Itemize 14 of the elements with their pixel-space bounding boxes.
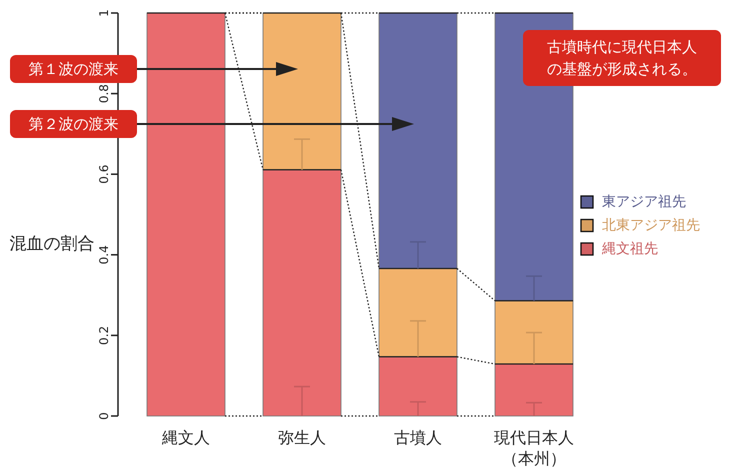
y-tick-label: 0: [97, 412, 111, 420]
x-tick-label: 縄文人: [161, 428, 210, 447]
y-tick-label: 0.4: [97, 245, 111, 264]
y-tick-label: 0.8: [97, 84, 111, 104]
legend: 東アジア祖先 北東アジア祖先 縄文祖先: [580, 194, 700, 257]
y-tick-label: 0.2: [97, 326, 111, 345]
annotation: 古墳時代に現代日本人の基盤が形成される。: [547, 38, 697, 78]
note-box: 古墳時代に現代日本人の基盤が形成される。: [523, 30, 721, 86]
y-tick-label: 0.6: [97, 164, 111, 184]
y-axis-title: 混血の割合: [10, 234, 94, 254]
x-tick-label: 現代日本人（本州）: [494, 428, 574, 468]
y-tick-label: 1: [97, 9, 111, 17]
x-tick-label: 弥生人: [278, 428, 326, 447]
x-tick-label: 古墳人: [394, 428, 442, 447]
